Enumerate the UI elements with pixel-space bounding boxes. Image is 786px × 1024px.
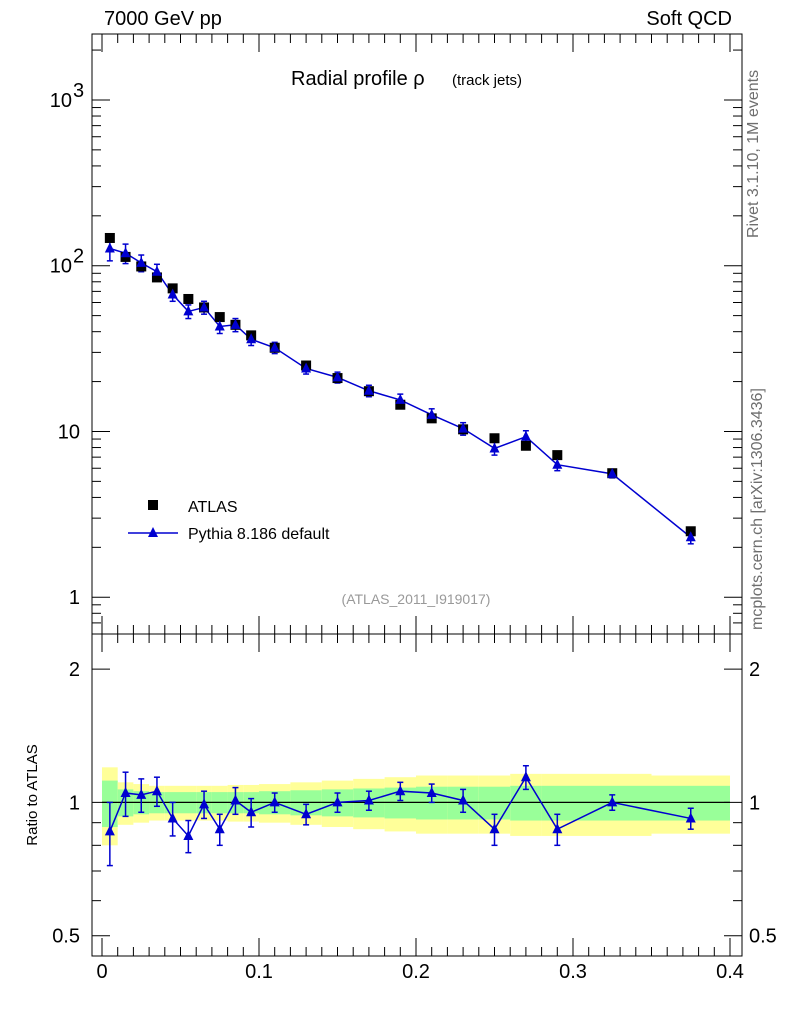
mc-data-point bbox=[199, 301, 210, 312]
x-tick-label: 0.1 bbox=[245, 961, 273, 983]
mc-data-point bbox=[363, 384, 374, 395]
ratio-data-point bbox=[120, 787, 131, 798]
atlas-data-point bbox=[104, 232, 115, 243]
ratio-panel: 0.5 0.5 1 1 2 2 0 0.1 0.2 0.3 0.4 Ratio to ATLAS bbox=[24, 633, 777, 983]
atlas-data-point bbox=[395, 399, 406, 410]
ratio-y-tick-label-right: 2 bbox=[749, 659, 760, 681]
legend-mc-marker bbox=[148, 527, 158, 537]
mc-data-point bbox=[269, 341, 280, 352]
x-tick-label: 0 bbox=[96, 961, 107, 983]
ratio-y-tick-label: 2 bbox=[69, 659, 80, 681]
x-tick-label: 0.3 bbox=[559, 961, 587, 983]
energy-label: 7000 GeV pp bbox=[104, 8, 222, 30]
mc-series-line bbox=[109, 247, 692, 538]
ratio-y-tick-label: 1 bbox=[69, 792, 80, 814]
legend-mc-label: Pythia 8.186 default bbox=[188, 526, 330, 543]
y-tick-exponent: 2 bbox=[73, 246, 84, 268]
mc-data-point bbox=[332, 371, 343, 382]
ratio-y-tick-label-right: 0.5 bbox=[749, 926, 777, 948]
atlas-data-point bbox=[183, 293, 194, 304]
mc-data-point bbox=[301, 362, 312, 373]
mc-data-point bbox=[395, 393, 406, 404]
uncertainty-band-green bbox=[510, 785, 542, 821]
mc-data-point bbox=[246, 333, 257, 344]
ratio-data-point bbox=[246, 806, 257, 817]
x-tick-label: 0.4 bbox=[716, 961, 744, 983]
atlas-data-point bbox=[520, 440, 531, 451]
ratio-data-point bbox=[489, 823, 500, 834]
atlas-data-point bbox=[151, 272, 162, 283]
mc-data-point bbox=[685, 531, 696, 542]
mc-data-point bbox=[183, 305, 194, 316]
mc-data-point bbox=[230, 318, 241, 329]
mc-data-point bbox=[104, 242, 115, 253]
y-tick-label: 1 bbox=[69, 587, 80, 609]
ratio-series-line bbox=[109, 775, 691, 838]
atlas-data-point bbox=[489, 433, 500, 444]
ratio-data-point bbox=[332, 796, 343, 807]
atlas-data-point bbox=[167, 283, 178, 294]
ratio-data-point bbox=[269, 796, 280, 807]
atlas-data-point bbox=[685, 526, 696, 537]
mc-data-point bbox=[552, 458, 563, 469]
legend-atlas-marker bbox=[148, 500, 158, 510]
mc-data-point bbox=[120, 247, 131, 258]
ratio-data-point bbox=[151, 785, 162, 796]
y-tick-label: 10 bbox=[50, 256, 72, 278]
ratio-y-tick-label: 0.5 bbox=[52, 926, 80, 948]
ratio-data-point bbox=[552, 823, 563, 834]
chart-title: Radial profile ρ bbox=[291, 68, 425, 90]
mc-data-point bbox=[136, 256, 147, 267]
ratio-data-point bbox=[183, 829, 194, 840]
mc-data-point bbox=[426, 408, 437, 419]
ratio-data-point bbox=[395, 785, 406, 796]
ratio-data-point bbox=[363, 794, 374, 805]
ratio-data-point bbox=[230, 794, 241, 805]
ratio-data-point bbox=[607, 796, 618, 807]
analysis-tag: (ATLAS_2011_I919017) bbox=[342, 591, 491, 607]
legend-atlas-label: ATLAS bbox=[188, 499, 238, 516]
ratio-data-point bbox=[685, 812, 696, 823]
category-label: Soft QCD bbox=[646, 8, 732, 30]
ratio-y-axis-label: Ratio to ATLAS bbox=[24, 744, 41, 845]
y-tick-label: 10 bbox=[58, 421, 80, 443]
ratio-data-point bbox=[426, 787, 437, 798]
mc-data-point bbox=[489, 442, 500, 453]
mc-data-point bbox=[520, 430, 531, 441]
mc-data-point bbox=[167, 288, 178, 299]
ratio-data-point bbox=[104, 825, 115, 836]
mc-data-point bbox=[214, 320, 225, 331]
y-tick-label: 10 bbox=[50, 90, 72, 112]
atlas-data-point bbox=[552, 450, 563, 461]
ratio-data-point bbox=[167, 812, 178, 823]
mc-data-point bbox=[607, 467, 618, 478]
ratio-data-point bbox=[520, 771, 531, 782]
ratio-data-point bbox=[301, 808, 312, 819]
main-plot-frame bbox=[91, 33, 743, 635]
chart-subtitle: (track jets) bbox=[452, 72, 522, 89]
ratio-plot-frame bbox=[91, 633, 743, 957]
mc-data-point bbox=[458, 422, 469, 433]
mc-data-point bbox=[151, 265, 162, 276]
ratio-data-point bbox=[214, 823, 225, 834]
ratio-data-point bbox=[458, 794, 469, 805]
atlas-data-point bbox=[214, 312, 225, 323]
ratio-data-point bbox=[136, 788, 147, 799]
ratio-data-point bbox=[199, 798, 210, 809]
y-tick-exponent: 3 bbox=[73, 80, 84, 102]
x-tick-label: 0.2 bbox=[402, 961, 430, 983]
ratio-y-tick-label-right: 1 bbox=[749, 792, 760, 814]
